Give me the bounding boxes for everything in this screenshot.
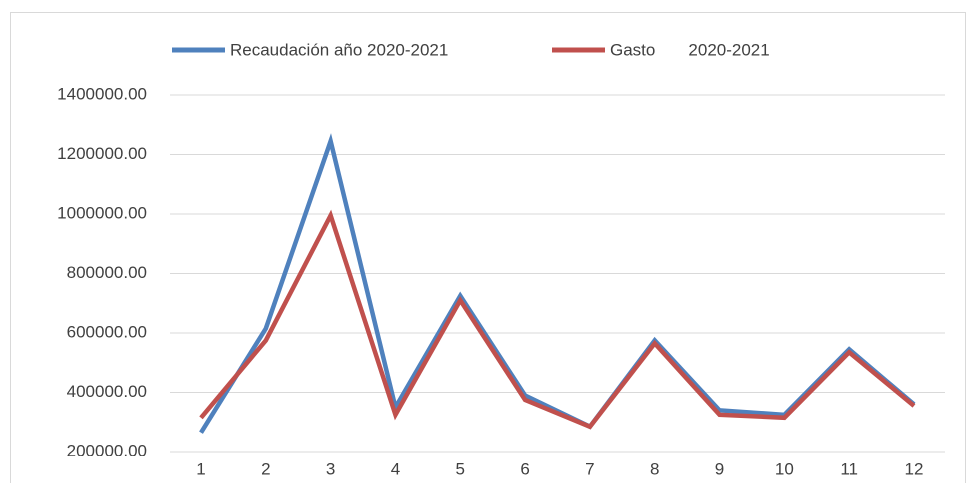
x-tick-label: 12 (905, 459, 924, 478)
x-tick-label: 11 (840, 459, 858, 478)
x-tick-label: 7 (585, 459, 594, 478)
x-tick-label: 5 (456, 459, 465, 478)
y-tick-label: 400000.00 (67, 382, 147, 401)
y-tick-label: 800000.00 (67, 263, 147, 282)
x-tick-label: 4 (391, 459, 400, 478)
x-tick-label: 3 (326, 459, 335, 478)
x-tick-label: 8 (650, 459, 659, 478)
y-tick-label: 200000.00 (67, 441, 147, 460)
y-axis: 200000.00 400000.00 600000.00 800000.00 1000… (57, 84, 945, 460)
legend-label: Gasto 2020-2021 (610, 40, 770, 59)
series-line (199, 209, 916, 430)
x-tick-label: 10 (775, 459, 794, 478)
x-tick-label: 2 (261, 459, 270, 478)
y-tick-label: 1200000.00 (57, 144, 147, 163)
legend-label: Recaudación año 2020-2021 (230, 40, 448, 59)
x-tick-label: 6 (520, 459, 529, 478)
y-tick-label: 1000000.00 (57, 203, 147, 222)
x-tick-label: 1 (196, 459, 205, 478)
x-tick-label: 9 (715, 459, 724, 478)
series-line (199, 133, 916, 434)
chart-border (10, 12, 966, 483)
y-tick-label: 600000.00 (67, 322, 147, 341)
y-tick-label: 1400000.00 (57, 84, 147, 103)
